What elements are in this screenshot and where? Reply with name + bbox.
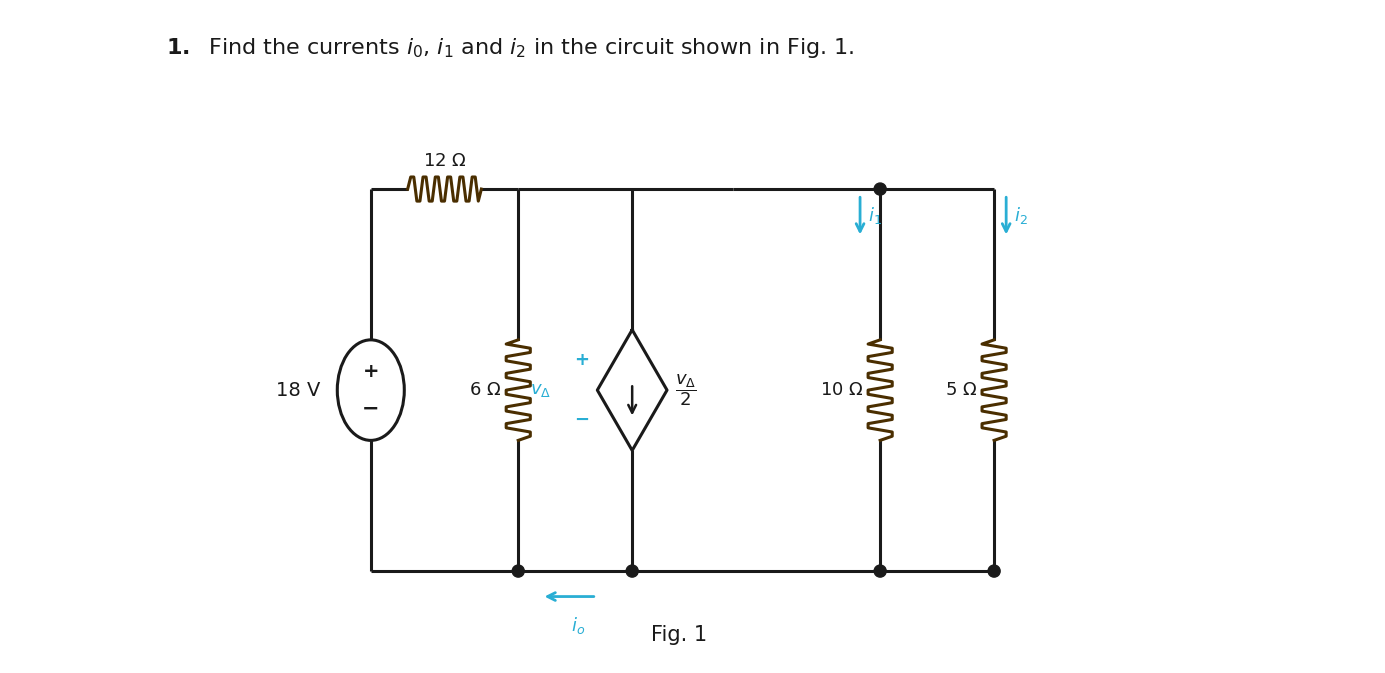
- Text: $i_1$: $i_1$: [868, 205, 882, 226]
- Text: $i_o$: $i_o$: [572, 615, 586, 636]
- Text: 12 $\Omega$: 12 $\Omega$: [422, 152, 467, 170]
- Circle shape: [626, 565, 638, 577]
- Text: $\mathbf{1.}$  Find the currents $i_0$, $i_1$ and $i_2$ in the circuit shown in : $\mathbf{1.}$ Find the currents $i_0$, $…: [166, 36, 855, 61]
- Circle shape: [874, 183, 886, 195]
- Polygon shape: [597, 330, 668, 450]
- Text: +: +: [575, 351, 589, 369]
- Text: 6 $\Omega$: 6 $\Omega$: [470, 381, 501, 399]
- Text: −: −: [361, 399, 379, 419]
- Text: $i_2$: $i_2$: [1014, 205, 1028, 226]
- Text: 10 $\Omega$: 10 $\Omega$: [820, 381, 863, 399]
- Circle shape: [512, 565, 525, 577]
- Text: $v_\Delta$: $v_\Delta$: [530, 381, 551, 399]
- Text: $\dfrac{v_\Delta}{2}$: $\dfrac{v_\Delta}{2}$: [674, 372, 697, 408]
- Ellipse shape: [338, 340, 404, 440]
- Text: Fig. 1: Fig. 1: [651, 625, 708, 645]
- Text: 5 $\Omega$: 5 $\Omega$: [945, 381, 978, 399]
- Text: 18 V: 18 V: [276, 381, 320, 400]
- Text: +: +: [363, 362, 379, 381]
- Circle shape: [988, 565, 1000, 577]
- Text: −: −: [575, 411, 589, 429]
- Circle shape: [874, 565, 886, 577]
